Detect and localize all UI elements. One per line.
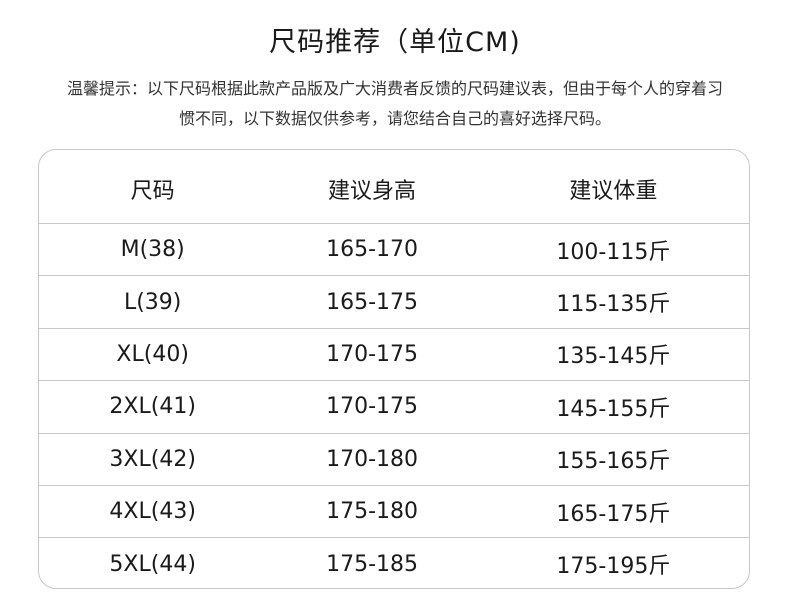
cell-size: 3XL(42) bbox=[109, 446, 196, 472]
page-title: 尺码推荐（单位CM) bbox=[269, 27, 521, 58]
cell-size: L(39) bbox=[123, 289, 182, 315]
cell-height: 170-175 bbox=[326, 341, 419, 367]
cell-weight: 165-175斤 bbox=[556, 501, 671, 527]
cell-weight: 135-145斤 bbox=[556, 344, 671, 370]
table-row: 3XL(42) 170-180 155-165斤 bbox=[39, 432, 749, 485]
cell-height: 165-170 bbox=[326, 237, 419, 263]
table-row: M(38) 165-170 100-115斤 bbox=[39, 223, 749, 275]
cell-weight: 145-155斤 bbox=[556, 396, 671, 422]
cell-size: 5XL(44) bbox=[109, 551, 196, 577]
cell-weight: 175-195斤 bbox=[556, 554, 671, 580]
cell-height: 165-175 bbox=[326, 289, 419, 315]
cell-weight: 155-165斤 bbox=[556, 449, 671, 475]
cell-size: M(38) bbox=[120, 237, 185, 263]
cell-height: 170-175 bbox=[326, 394, 419, 420]
cell-size: XL(40) bbox=[116, 341, 189, 367]
header-height: 建议身高 bbox=[328, 178, 417, 204]
cell-size: 4XL(43) bbox=[109, 499, 196, 525]
tip-text: 温馨提示：以下尺码根据此款产品版及广大消费者反馈的尺码建议表，但由于每个人的穿着… bbox=[66, 79, 723, 128]
cell-weight: 100-115斤 bbox=[556, 239, 671, 265]
cell-height: 175-180 bbox=[326, 499, 419, 525]
cell-height: 175-185 bbox=[326, 551, 419, 577]
table-row: XL(40) 170-175 135-145斤 bbox=[39, 327, 749, 380]
table-row: 2XL(41) 170-175 145-155斤 bbox=[39, 380, 749, 432]
cell-weight: 115-135斤 bbox=[556, 292, 671, 318]
cell-size: 2XL(41) bbox=[109, 394, 196, 420]
header-size: 尺码 bbox=[130, 178, 175, 204]
table-row: 4XL(43) 175-180 165-175斤 bbox=[39, 484, 749, 537]
size-table: 尺码 建议身高 建议体重 M(38) 165-170 100-115斤 L(39) 16… bbox=[38, 149, 750, 589]
table-row: L(39) 165-175 115-135斤 bbox=[39, 275, 749, 327]
table-header: 尺码 建议身高 建议体重 bbox=[39, 150, 749, 223]
table-row: 5XL(44) 175-185 175-195斤 bbox=[39, 537, 749, 588]
cell-height: 170-180 bbox=[326, 446, 419, 472]
header-weight: 建议体重 bbox=[569, 178, 658, 204]
